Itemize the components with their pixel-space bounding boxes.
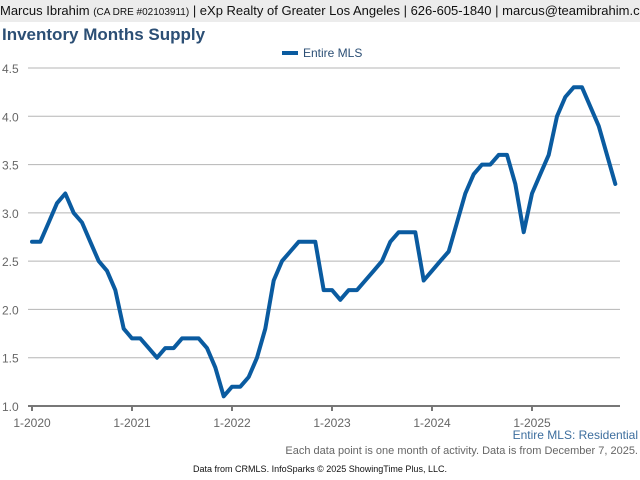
agent-header: Marcus Ibrahim (CA DRE #02103911) | eXp … — [0, 0, 640, 22]
chart-title: Inventory Months Supply — [2, 25, 206, 44]
agent-license: (CA DRE #02103911) — [93, 7, 190, 18]
x-tick-label: 1-2021 — [113, 416, 151, 430]
agent-name: Marcus Ibrahim — [0, 3, 90, 18]
y-tick-label: 4.0 — [2, 110, 19, 124]
y-tick-label: 3.5 — [2, 159, 19, 173]
y-tick-label: 2.0 — [2, 303, 19, 317]
legend-swatch — [282, 51, 298, 55]
y-tick-label: 3.0 — [2, 207, 19, 221]
legend-label: Entire MLS — [303, 46, 363, 60]
y-tick-label: 4.5 — [2, 62, 19, 76]
data-note: Each data point is one month of activity… — [285, 445, 638, 457]
series-line-entire-mls — [30, 85, 618, 399]
x-tick-label: 1-2023 — [313, 416, 351, 430]
y-tick-label: 1.0 — [2, 400, 19, 414]
x-tick-label: 1-2022 — [213, 416, 251, 430]
legend[interactable]: Entire MLS — [282, 46, 362, 60]
agent-contact: | eXp Realty of Greater Los Angeles | 62… — [192, 3, 640, 18]
x-tick-label: 1-2020 — [13, 416, 51, 430]
x-tick-label: 1-2025 — [513, 416, 551, 430]
y-tick-label: 2.5 — [2, 255, 19, 269]
x-tick-label: 1-2024 — [413, 416, 451, 430]
footer: Data from CRMLS. InfoSparks © 2025 Showi… — [193, 464, 447, 474]
y-tick-label: 1.5 — [2, 352, 19, 366]
source-label: Entire MLS: Residential — [512, 428, 638, 442]
